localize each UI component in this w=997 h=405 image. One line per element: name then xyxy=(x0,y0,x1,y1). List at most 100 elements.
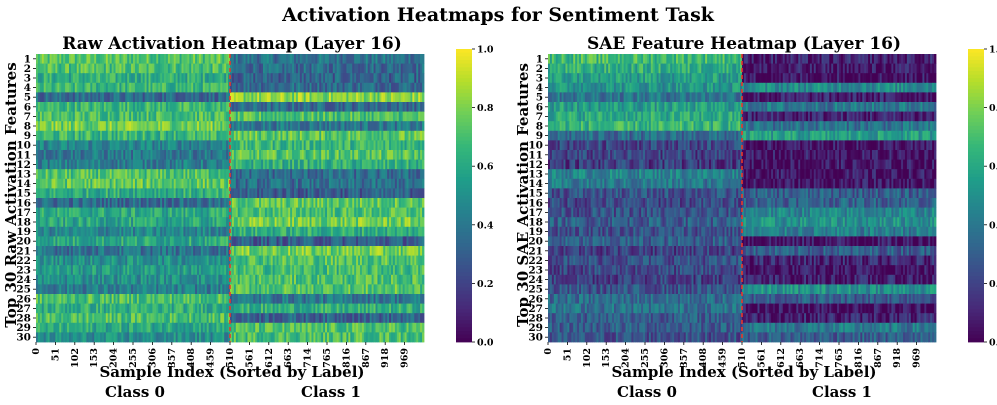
heatmap-cell xyxy=(119,82,122,93)
heatmap-cell xyxy=(284,226,287,237)
heatmap-cell xyxy=(418,169,421,180)
heatmap-cell xyxy=(131,255,134,266)
heatmap-cell xyxy=(373,255,376,266)
heatmap-cell xyxy=(414,111,417,122)
heatmap-cell xyxy=(41,73,45,84)
heatmap-cell xyxy=(259,82,262,93)
heatmap-cell xyxy=(144,265,147,276)
heatmap-cell xyxy=(237,207,241,218)
heatmap-cell xyxy=(352,246,355,256)
heatmap-cell xyxy=(387,73,390,84)
heatmap-cell xyxy=(247,246,250,256)
heatmap-cell xyxy=(377,121,380,132)
heatmap-cell xyxy=(47,111,50,122)
heatmap-cell xyxy=(82,226,85,237)
heatmap-cell xyxy=(249,102,252,112)
heatmap-cell xyxy=(67,121,70,132)
heatmap-cell xyxy=(59,246,62,256)
heatmap-cell xyxy=(276,63,279,74)
heatmap-cell xyxy=(375,178,378,189)
heatmap-cell xyxy=(284,274,287,285)
heatmap-cell xyxy=(142,188,146,199)
heatmap-cell xyxy=(216,178,219,189)
heatmap-cell xyxy=(138,73,142,84)
heatmap-cell xyxy=(123,284,126,295)
heatmap-cell xyxy=(367,73,371,84)
heatmap-cell xyxy=(272,150,276,160)
heatmap-cell xyxy=(123,169,126,180)
heatmap-cell xyxy=(410,121,413,132)
heatmap-cell xyxy=(327,140,330,151)
heatmap-cell xyxy=(162,178,165,189)
heatmap-cell xyxy=(389,92,392,103)
heatmap-cell xyxy=(175,159,179,170)
heatmap-cell xyxy=(113,121,116,132)
heatmap-cell xyxy=(400,159,404,170)
heatmap-cells-raw xyxy=(36,54,425,343)
heatmap-cell xyxy=(39,63,43,74)
heatmap-cell xyxy=(101,198,105,208)
heatmap-cell xyxy=(255,198,258,208)
heatmap-cell xyxy=(152,63,155,74)
heatmap-cell xyxy=(84,188,87,199)
heatmap-cell xyxy=(100,217,103,228)
heatmap-cell xyxy=(383,217,386,228)
heatmap-cell xyxy=(276,150,279,160)
heatmap-cell xyxy=(61,140,64,151)
heatmap-cell xyxy=(272,198,276,208)
heatmap-cell xyxy=(404,111,407,122)
heatmap-cell xyxy=(389,73,392,84)
heatmap-cell xyxy=(231,246,235,256)
heatmap-cell xyxy=(47,178,50,189)
heatmap-cell xyxy=(111,73,114,84)
heatmap-cell xyxy=(68,111,72,122)
heatmap-cell xyxy=(350,226,353,237)
heatmap-cell xyxy=(198,198,202,208)
heatmap-cell xyxy=(323,246,326,256)
heatmap-cell xyxy=(375,217,378,228)
heatmap-cell xyxy=(171,73,175,84)
heatmap-cell xyxy=(288,274,291,285)
heatmap-cell xyxy=(344,121,347,132)
heatmap-cell xyxy=(185,159,188,170)
heatmap-cell xyxy=(392,226,396,237)
heatmap-cell xyxy=(107,73,111,84)
heatmap-cell xyxy=(261,178,264,189)
heatmap-cell xyxy=(140,82,144,93)
heatmap-cell xyxy=(288,207,291,218)
heatmap-cell xyxy=(340,265,343,276)
heatmap-cell xyxy=(278,63,281,74)
heatmap-cell xyxy=(39,169,43,180)
heatmap-cell xyxy=(47,140,50,151)
heatmap-cell xyxy=(169,178,173,189)
heatmap-cell xyxy=(100,54,103,64)
heatmap-cell xyxy=(204,226,208,237)
heatmap-cell xyxy=(185,150,188,160)
heatmap-cell xyxy=(245,265,248,276)
heatmap-cell xyxy=(336,265,340,276)
heatmap-cell xyxy=(92,159,95,170)
heatmap-cell xyxy=(249,274,252,285)
heatmap-cell xyxy=(416,236,419,247)
heatmap-cell xyxy=(121,121,124,132)
heatmap-cell xyxy=(191,54,194,64)
heatmap-cell xyxy=(255,255,258,266)
heatmap-cell xyxy=(406,236,409,247)
heatmap-cell xyxy=(272,140,276,151)
heatmap-cell xyxy=(315,54,318,64)
heatmap-cell xyxy=(391,82,394,93)
heatmap-cell xyxy=(173,274,177,285)
heatmap-cell xyxy=(144,236,147,247)
heatmap-cell xyxy=(90,140,93,151)
heatmap-cell xyxy=(210,274,213,285)
heatmap-cell xyxy=(303,92,307,103)
heatmap-cell xyxy=(80,188,83,199)
heatmap-cell xyxy=(356,63,359,74)
heatmap-cell xyxy=(164,169,167,180)
heatmap-cell xyxy=(379,178,382,189)
heatmap-cell xyxy=(177,207,180,218)
heatmap-cell xyxy=(253,63,256,74)
heatmap-cell xyxy=(37,82,41,93)
heatmap-cell xyxy=(212,54,215,64)
heatmap-cell xyxy=(63,284,66,295)
